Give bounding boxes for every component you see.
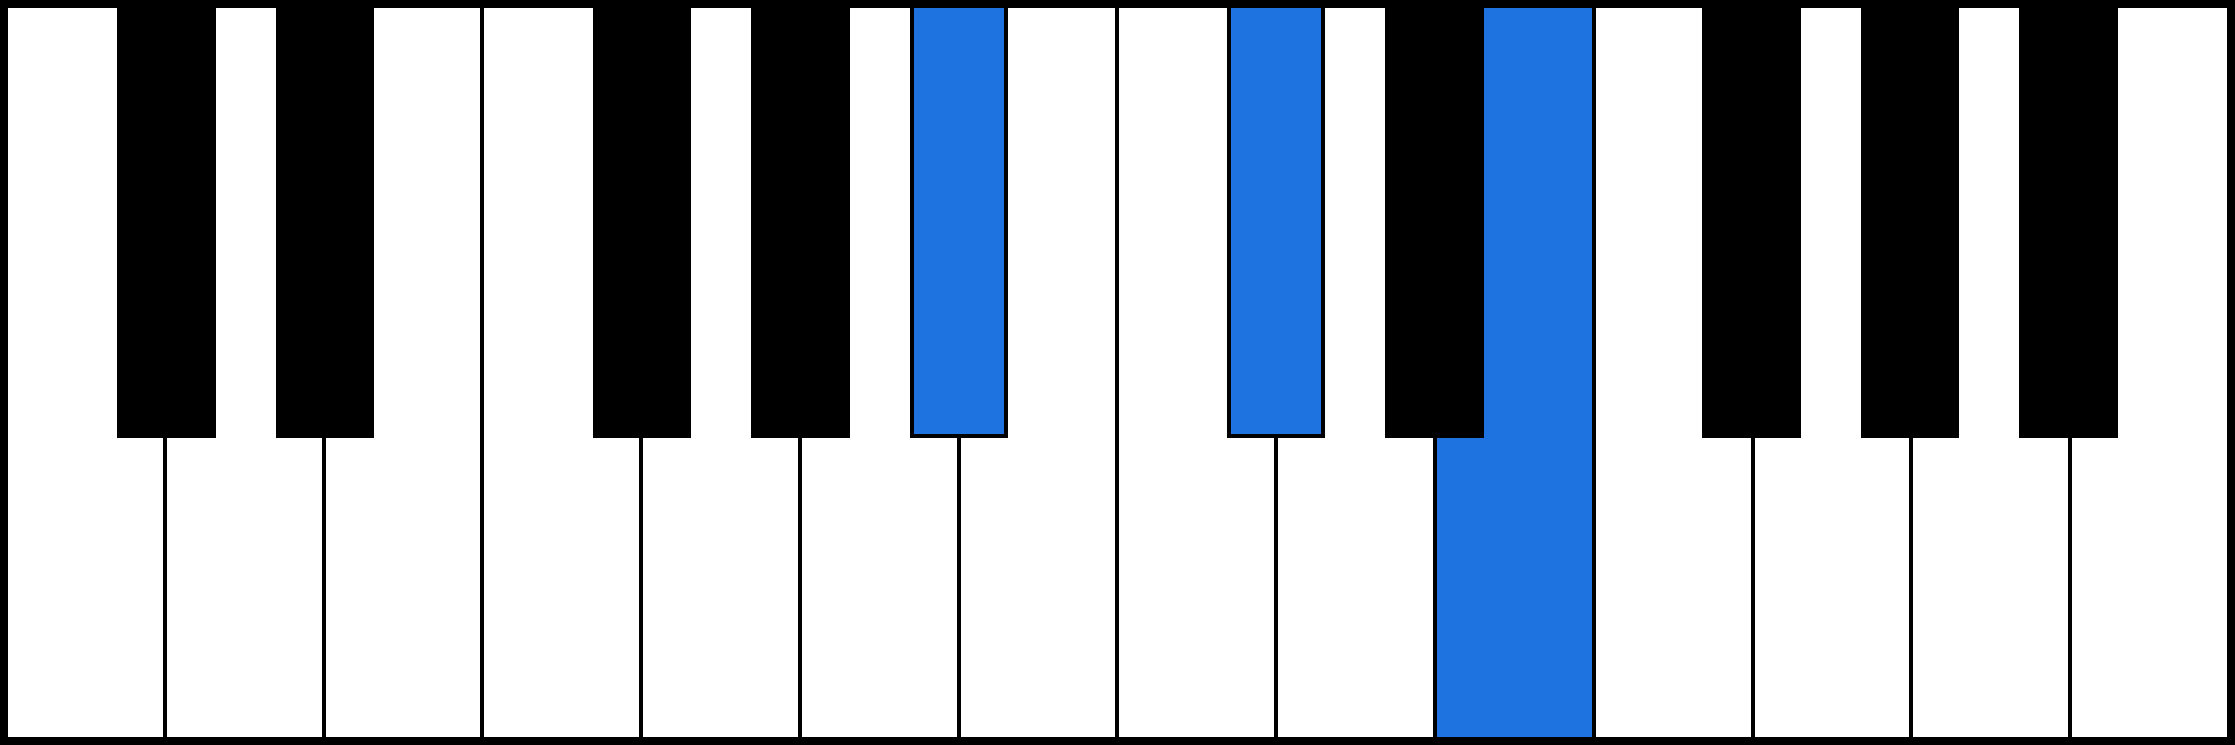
black-key-2: [593, 8, 691, 438]
black-key-0: [117, 8, 215, 438]
piano-keyboard: [0, 0, 2235, 745]
black-key-8: [1861, 8, 1959, 438]
black-key-9: [2019, 8, 2117, 438]
black-key-1: [276, 8, 374, 438]
black-key-5: [1227, 8, 1325, 438]
black-key-3: [751, 8, 849, 438]
black-key-7: [1702, 8, 1800, 438]
black-key-4: [910, 8, 1008, 438]
black-key-6: [1385, 8, 1483, 438]
